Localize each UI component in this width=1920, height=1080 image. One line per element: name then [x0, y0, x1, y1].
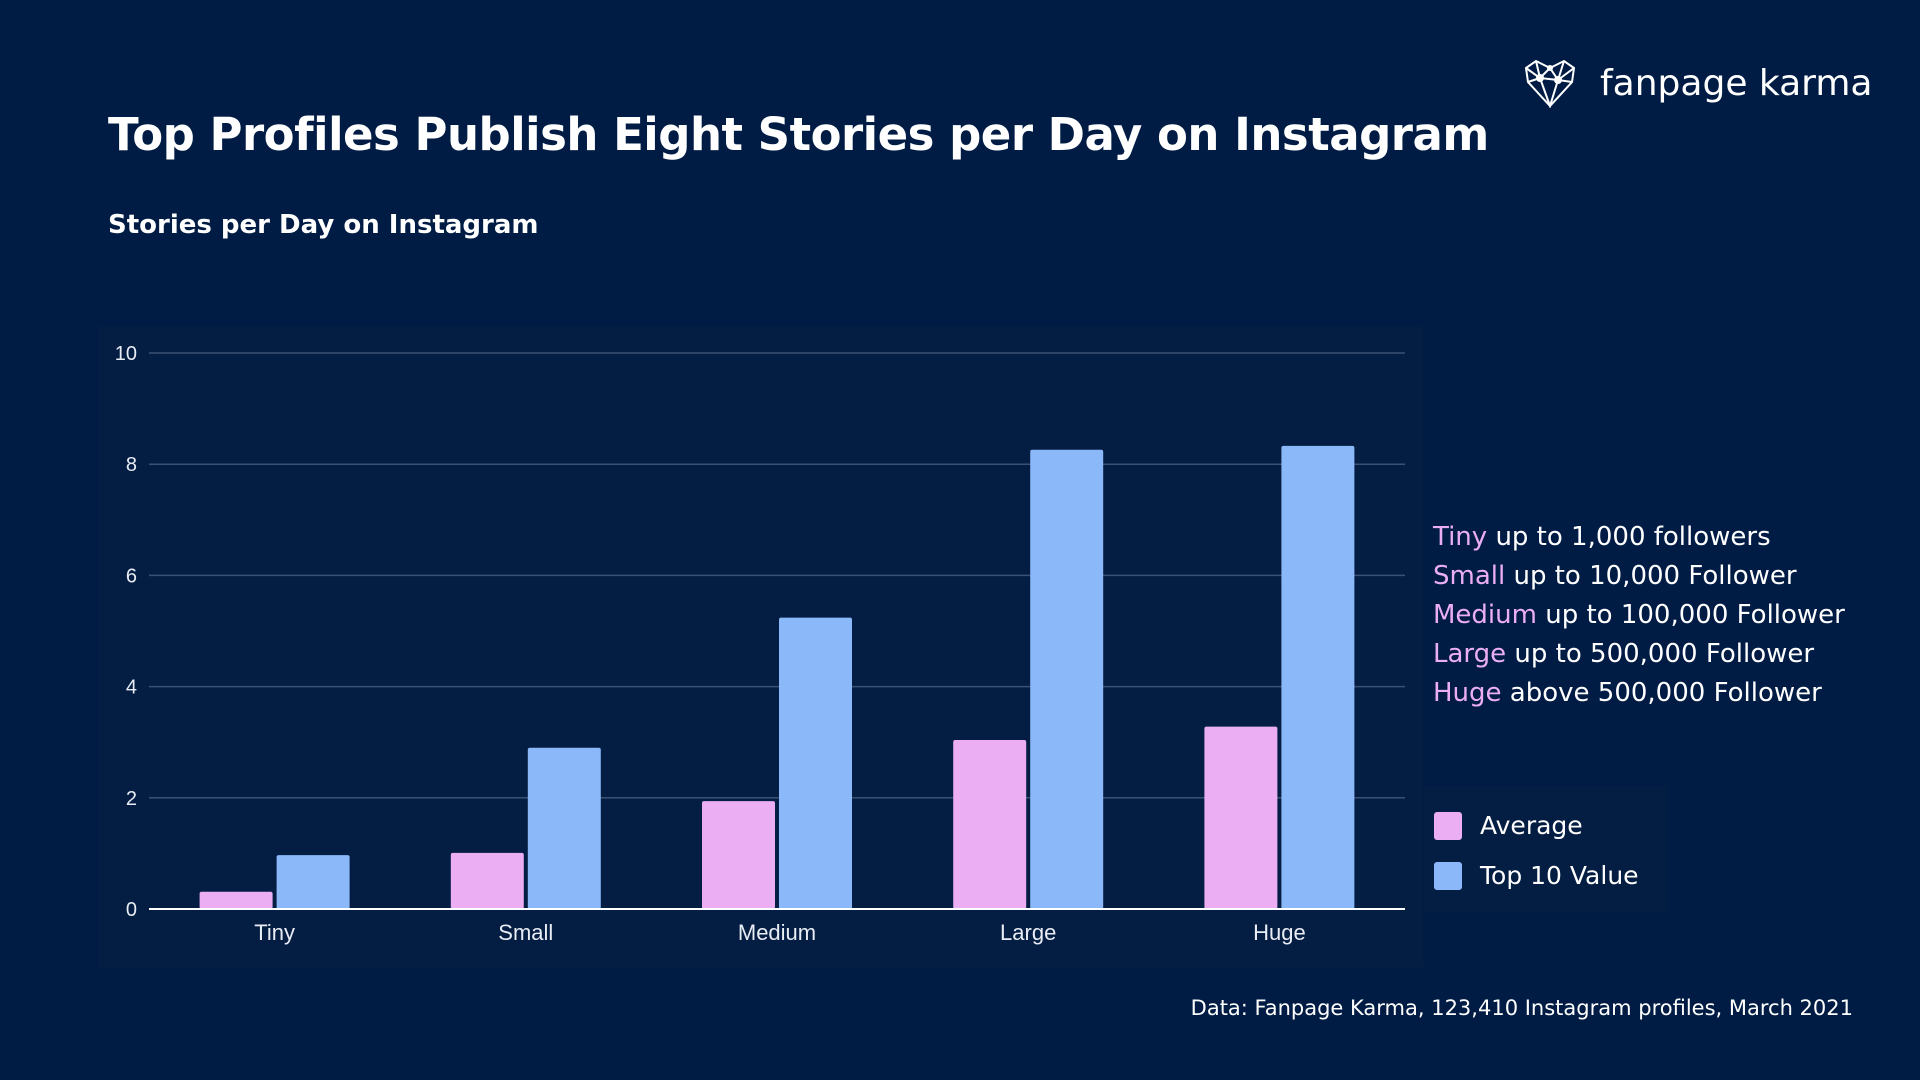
- definition-key: Medium: [1433, 600, 1537, 630]
- legend-item-top10: Top 10 Value: [1434, 861, 1639, 890]
- bar-average-large: [953, 739, 1027, 909]
- bar-average-huge: [1204, 726, 1278, 909]
- definition-large: Large up to 500,000 Follower: [1433, 635, 1845, 674]
- x-tick-label: Tiny: [254, 920, 295, 945]
- legend-swatch-average: [1434, 811, 1462, 840]
- y-tick-label: 0: [126, 899, 137, 921]
- legend-label: Average: [1480, 811, 1583, 840]
- bar-average-small: [450, 852, 524, 909]
- definition-small: Small up to 10,000 Follower: [1433, 557, 1845, 596]
- y-tick-label: 8: [126, 454, 137, 476]
- bar-average-tiny: [199, 891, 273, 909]
- definition-key: Huge: [1433, 678, 1502, 708]
- x-tick-label: Huge: [1253, 920, 1306, 945]
- bar-top-10-value-tiny: [276, 855, 350, 909]
- y-tick-label: 6: [126, 565, 137, 587]
- definition-key: Large: [1433, 639, 1507, 669]
- bar-average-medium: [702, 801, 775, 909]
- bar-top-10-value-huge: [1281, 445, 1355, 909]
- chart-subtitle: Stories per Day on Instagram: [108, 210, 539, 240]
- definition-text: up to 100,000 Follower: [1545, 600, 1845, 630]
- legend: Average Top 10 Value: [1424, 786, 1668, 913]
- logo-text: fanpage karma: [1600, 62, 1873, 104]
- x-tick-label: Large: [1000, 920, 1056, 945]
- bar-top-10-value-small: [527, 747, 601, 909]
- definition-key: Small: [1433, 561, 1506, 591]
- legend-item-average: Average: [1434, 811, 1583, 840]
- definition-text: up to 500,000 Follower: [1514, 639, 1815, 669]
- definition-text: up to 1,000 followers: [1495, 522, 1771, 552]
- x-tick-label: Medium: [738, 920, 816, 945]
- heart-network-icon: [1524, 59, 1576, 108]
- definition-medium: Medium up to 100,000 Follower: [1433, 596, 1845, 635]
- bar-top-10-value-large: [1030, 449, 1104, 909]
- logo: fanpage karma: [1522, 58, 1872, 108]
- legend-label: Top 10 Value: [1480, 861, 1639, 890]
- definition-text: up to 10,000 Follower: [1513, 561, 1797, 591]
- bar-top-10-value-medium: [779, 617, 852, 909]
- source-note: Data: Fanpage Karma, 123,410 Instagram p…: [1190, 996, 1853, 1020]
- y-tick-label: 10: [115, 343, 137, 365]
- definition-key: Tiny: [1433, 522, 1488, 552]
- definition-huge: Huge above 500,000 Follower: [1433, 674, 1845, 713]
- definition-text: above 500,000 Follower: [1509, 678, 1822, 708]
- chart-panel: 0 2 4 6 8 10 Tiny Small Medium Large Huge: [98, 326, 1423, 967]
- y-tick-label: 4: [126, 677, 137, 699]
- y-tick-label: 2: [126, 788, 137, 810]
- chart-title: Top Profiles Publish Eight Stories per D…: [108, 108, 1489, 161]
- definition-tiny: Tiny up to 1,000 followers: [1433, 518, 1845, 557]
- bar-chart: 0 2 4 6 8 10 Tiny Small Medium Large Huge: [115, 343, 1405, 945]
- legend-swatch-top10: [1434, 861, 1462, 890]
- size-definitions: Tiny up to 1,000 followers Small up to 1…: [1433, 518, 1845, 713]
- x-tick-label: Small: [498, 920, 553, 945]
